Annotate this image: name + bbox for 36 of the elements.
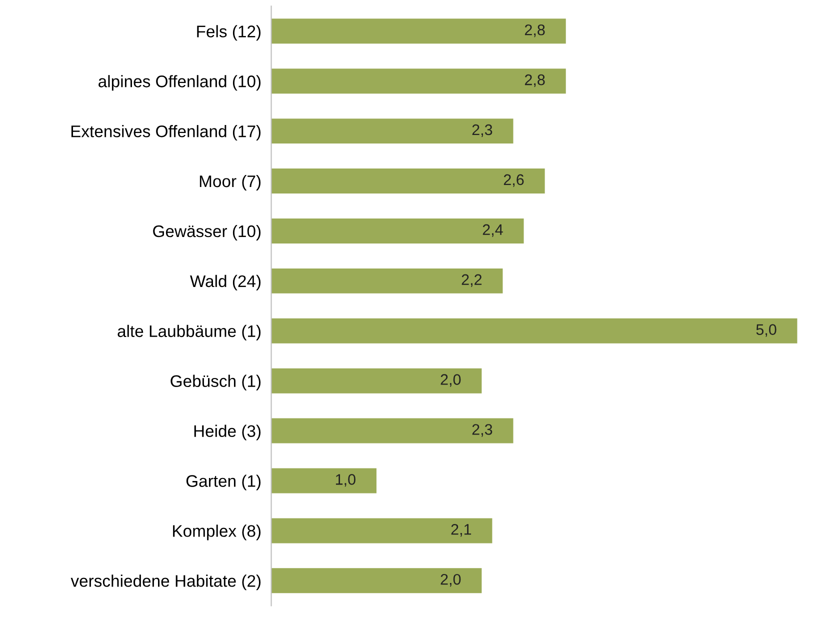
data-label: 5,0 — [756, 324, 776, 337]
bar — [271, 468, 376, 494]
data-label: 2,8 — [524, 24, 545, 38]
data-label: 2,1 — [451, 524, 472, 537]
data-label: 2,6 — [504, 174, 524, 187]
y-tick-label: Garten (1) — [186, 474, 261, 490]
bar — [271, 218, 524, 244]
bar — [271, 118, 514, 144]
data-label: 2,3 — [472, 124, 492, 137]
data-label: 2,0 — [440, 374, 461, 387]
y-tick-label: Wald (24) — [190, 274, 261, 290]
data-label: 2,2 — [462, 274, 482, 287]
y-tick-label: Gebüsch (1) — [170, 374, 261, 390]
data-label: 2,8 — [524, 74, 545, 88]
data-label: 2,4 — [482, 224, 503, 237]
data-label: 2,3 — [472, 424, 492, 437]
bar — [271, 268, 503, 294]
bar — [271, 368, 482, 394]
y-tick-label: alte Laubbäume (1) — [118, 324, 261, 340]
bar — [271, 18, 566, 44]
bar — [271, 168, 545, 194]
data-label: 2,0 — [440, 574, 461, 587]
bar — [271, 568, 482, 594]
bar — [271, 318, 798, 344]
y-tick-label: Gewässer (10) — [153, 224, 261, 240]
y-tick-label: verschiedene Habitate (2) — [70, 574, 261, 590]
y-tick-label: Heide (3) — [194, 424, 261, 440]
y-tick-label: alpines Offenland (10) — [98, 75, 261, 91]
bar — [271, 68, 566, 94]
y-tick-label: Moor (7) — [200, 174, 261, 191]
y-tick-label: Fels (12) — [197, 25, 261, 41]
y-tick-label: Komplex (8) — [173, 524, 261, 540]
bar — [271, 418, 514, 444]
y-tick-label: Extensives Offenland (17) — [71, 125, 261, 141]
data-label: 1,0 — [336, 474, 356, 487]
bar — [271, 518, 492, 544]
